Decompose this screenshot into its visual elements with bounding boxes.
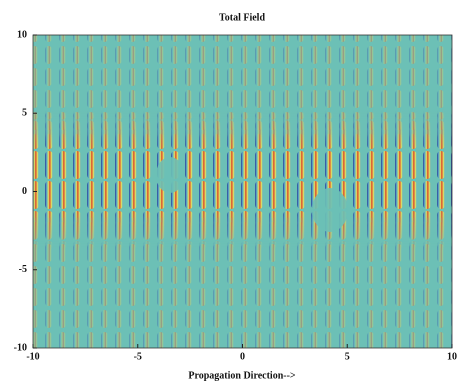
x-tick-label: -5 <box>134 351 142 362</box>
x-tick-label: 5 <box>345 351 350 362</box>
chart-title: Total Field <box>219 12 265 23</box>
x-tick-label: 0 <box>240 351 245 362</box>
y-tick-label: -10 <box>14 342 27 353</box>
field-image <box>33 35 452 348</box>
y-tick-label: 10 <box>17 29 27 40</box>
x-axis-label: Propagation Direction--> <box>188 370 296 381</box>
y-tick-label: 5 <box>22 108 27 119</box>
x-tick-label: -10 <box>26 351 39 362</box>
y-tick-label: 0 <box>22 186 27 197</box>
y-tick-label: -5 <box>19 264 27 275</box>
x-tick-label: 10 <box>447 351 457 362</box>
